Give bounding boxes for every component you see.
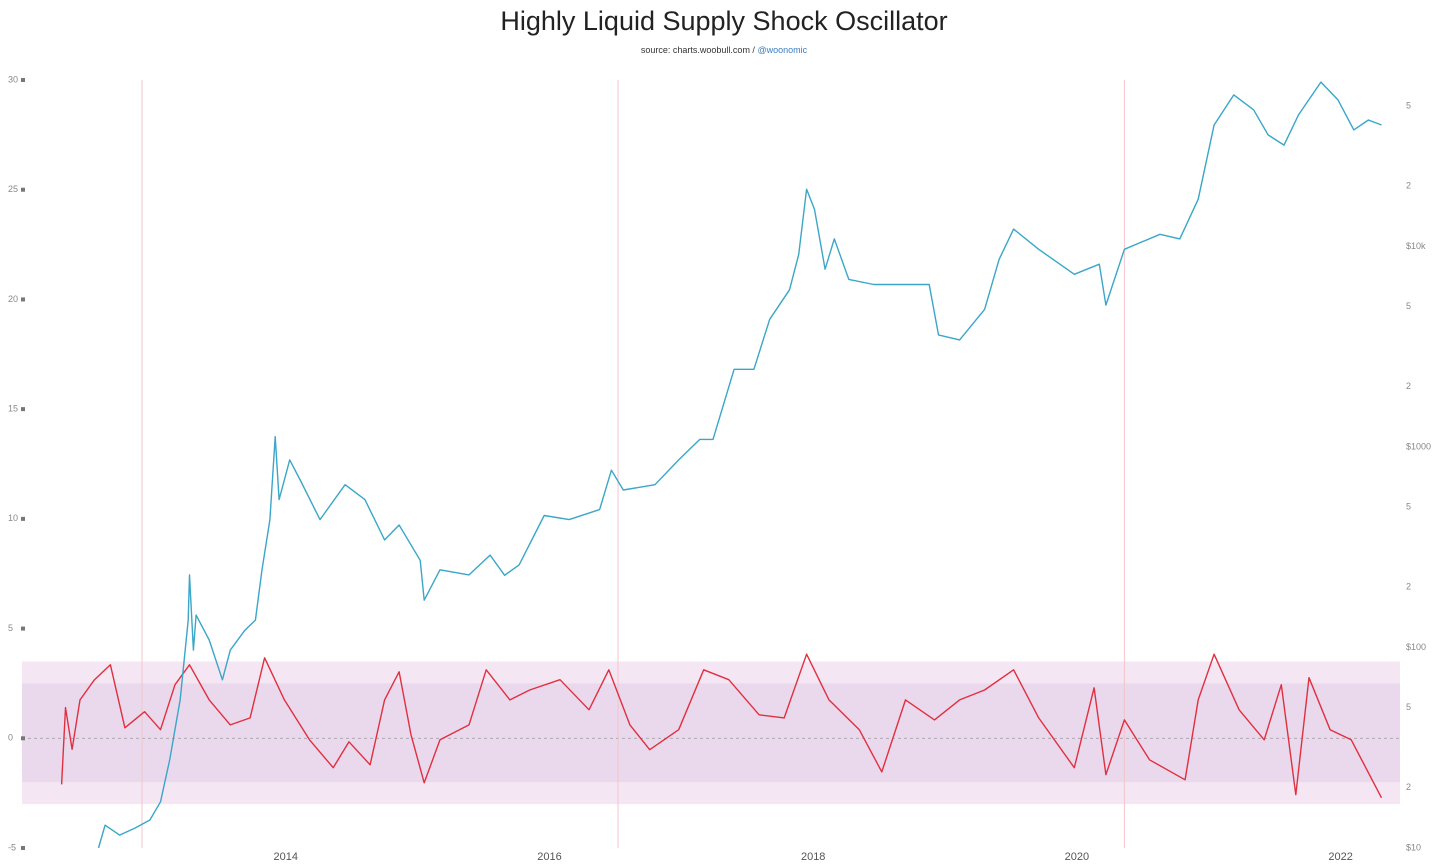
y2-tick-label: $100 (1406, 642, 1426, 652)
y-tick-mark (21, 78, 25, 82)
y-tick-mark (21, 297, 25, 302)
y2-tick-label: 2 (1406, 581, 1411, 591)
y-tick-mark (21, 516, 25, 521)
y-tick-label: 0 (8, 733, 13, 743)
y2-tick-label: 5 (1406, 301, 1411, 311)
y-tick-label: 5 (8, 623, 13, 633)
handle: @woonomic (757, 45, 807, 55)
y-tick-label: 15 (8, 404, 18, 414)
x-tick-label: 2016 (537, 851, 561, 863)
y-tick-mark (21, 846, 25, 850)
x-tick-label: 2022 (1328, 851, 1352, 863)
series-line (60, 653, 1383, 799)
source: source: charts.woobull.com / (641, 45, 756, 55)
y-tick-label: 30 (8, 74, 18, 84)
y2-tick-label: 2 (1406, 381, 1411, 391)
chart-subtitle: source: charts.woobull.com / @woonomic (641, 45, 808, 55)
y2-tick-label: 5 (1406, 502, 1411, 512)
y-tick-mark (21, 187, 25, 192)
y-tick-label: 20 (8, 294, 18, 304)
y-tick-mark (21, 407, 25, 412)
background-layer (22, 80, 1400, 848)
y-tick-mark (21, 736, 25, 741)
y-tick-label: -5 (8, 842, 16, 852)
y2-tick-label: 5 (1406, 702, 1411, 712)
x-tick-label: 2014 (273, 851, 297, 863)
x-tick-label: 2020 (1065, 851, 1089, 863)
y2-tick-label: 5 (1406, 101, 1411, 111)
y2-tick-label: $10 (1406, 842, 1421, 852)
y2-tick-label: 2 (1406, 782, 1411, 792)
y2-tick-label: $1000 (1406, 441, 1431, 451)
y-tick-label: 10 (8, 513, 18, 523)
y-tick-mark (21, 626, 25, 631)
series-line (97, 81, 1382, 849)
chart-title: Highly Liquid Supply Shock Oscillator (500, 6, 947, 36)
band (22, 683, 1400, 783)
y2-tick-label: 2 (1406, 180, 1411, 190)
x-tick-label: 2018 (801, 851, 825, 863)
y-tick-label: 25 (8, 184, 18, 194)
y2-tick-label: $10k (1406, 241, 1426, 251)
